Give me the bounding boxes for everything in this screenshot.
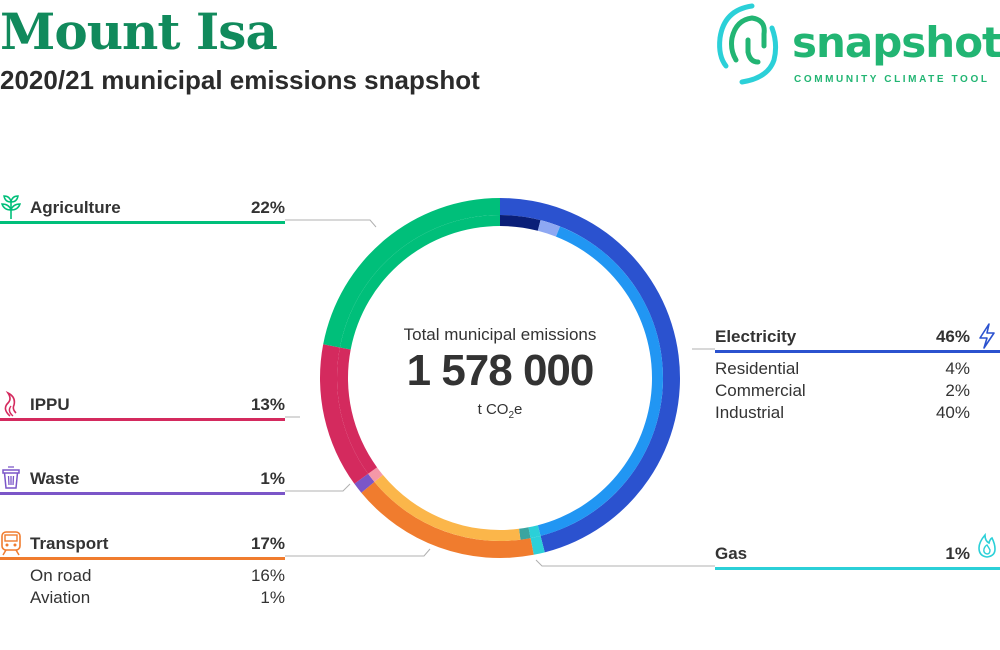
- snapshot-tagline: COMMUNITY CLIMATE TOOL: [794, 74, 990, 85]
- transport-label: Transport: [30, 534, 109, 553]
- category-ippu: IPPU 13%: [0, 391, 285, 421]
- sub-slice-transport-on-road: [374, 474, 521, 541]
- electricity-sub-commercial: Commercial 2%: [715, 381, 970, 400]
- electricity-underline: [715, 350, 1000, 353]
- page-subtitle: 2020/21 municipal emissions snapshot: [0, 65, 480, 95]
- transport-sub-aviation: Aviation 1%: [30, 588, 285, 607]
- snapshot-logo: snapshot COMMUNITY CLIMATE TOOL: [712, 0, 1000, 95]
- transport-sub-on-road: On road 16%: [30, 566, 285, 585]
- waste-percent: 1%: [260, 469, 285, 488]
- electricity-label: Electricity: [715, 327, 797, 346]
- sprout-icon: [0, 195, 22, 219]
- sub-slice-agriculture-agriculture: [339, 215, 500, 350]
- page-title: Mount Isa: [0, 2, 278, 61]
- agriculture-underline: [0, 221, 285, 224]
- slice-agriculture: [323, 198, 500, 348]
- leader-lines: [285, 219, 715, 567]
- sub-slice-electricity-industrial: [537, 226, 663, 536]
- category-agriculture: Agriculture 22%: [0, 195, 285, 224]
- gas-label: Gas: [715, 544, 748, 563]
- ippu-label: IPPU: [30, 395, 70, 414]
- category-electricity: Electricity 46%: [715, 323, 1000, 353]
- category-waste: Waste 1%: [0, 466, 285, 495]
- total-label: Total municipal emissions: [403, 325, 597, 344]
- leader-waste: [285, 483, 351, 492]
- transport-percent: 17%: [250, 534, 285, 553]
- donut-outer-ring: [320, 198, 681, 559]
- slice-transport: [361, 481, 534, 559]
- lightning-icon: [979, 323, 995, 349]
- leader-gas: [535, 559, 715, 567]
- electricity-sub-residential: Residential 4%: [715, 359, 970, 378]
- sub-slice-gas-gas: [528, 525, 541, 539]
- sub-slice-electricity-commercial: [537, 220, 561, 237]
- sub-slice-transport-aviation: [519, 527, 531, 540]
- ippu-underline: [0, 418, 285, 421]
- sub-slice-waste-waste: [368, 467, 383, 482]
- trash-bin-icon: [2, 466, 20, 489]
- train-icon: [1, 531, 21, 556]
- donut-inner-ring: [337, 215, 663, 541]
- total-value: 1 578 000: [406, 346, 595, 395]
- category-transport: Transport 17%: [0, 531, 285, 560]
- leader-agriculture: [285, 219, 377, 228]
- electricity-percent: 46%: [935, 327, 970, 346]
- slice-ippu: [320, 344, 369, 484]
- snapshot-wordmark: snapshot: [792, 18, 1000, 67]
- agriculture-label: Agriculture: [30, 198, 121, 217]
- slice-gas: [530, 535, 545, 555]
- ippu-percent: 13%: [250, 395, 285, 414]
- gas-percent: 1%: [945, 544, 970, 563]
- electricity-sub-industrial: Industrial 40%: [715, 403, 970, 422]
- category-gas: Gas 1%: [715, 532, 1000, 570]
- agriculture-percent: 22%: [250, 198, 285, 217]
- total-unit: t CO2e: [477, 401, 523, 421]
- sub-slice-electricity-residential: [500, 215, 541, 231]
- gas-flame-icon: [978, 532, 996, 558]
- snapshot-logo-mark-icon: [717, 3, 779, 85]
- transport-underline: [0, 557, 285, 560]
- waste-label: Waste: [30, 469, 80, 488]
- gas-underline: [715, 567, 1000, 570]
- flame-swirl-icon: [4, 391, 17, 417]
- slice-electricity: [500, 198, 681, 553]
- leader-transport: [285, 548, 431, 557]
- sub-slice-ippu-ippu: [337, 347, 378, 474]
- waste-underline: [0, 492, 285, 495]
- slice-waste: [354, 473, 375, 493]
